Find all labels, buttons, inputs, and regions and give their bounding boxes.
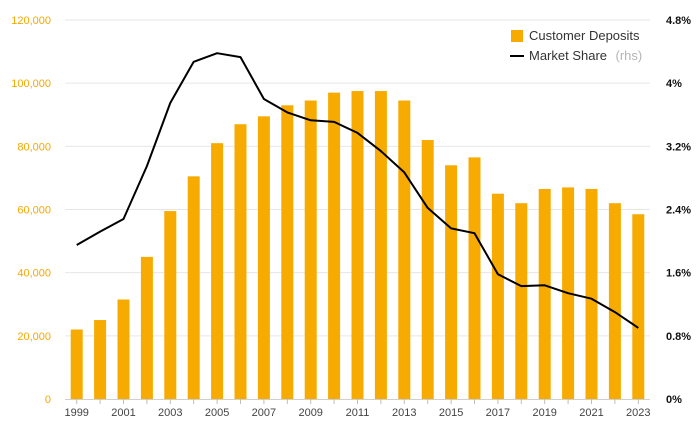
legend-label-deposits: Customer Deposits (529, 28, 640, 43)
bar-2011 (351, 91, 364, 399)
y-left-tick-label: 40,000 (17, 268, 51, 280)
bar-2003 (164, 211, 177, 399)
x-tick-label: 2015 (439, 407, 463, 419)
x-tick-label: 1999 (64, 407, 88, 419)
bar-2007 (257, 116, 270, 400)
bar-2023 (632, 214, 645, 399)
x-tick-label: 2023 (626, 407, 650, 419)
y-left-tick-label: 80,000 (17, 141, 51, 153)
x-tick-label: 2017 (486, 407, 510, 419)
x-tick-label: 2013 (392, 407, 416, 419)
y-left-tick-label: 0 (45, 394, 51, 406)
y-left-tick-label: 120,000 (11, 15, 51, 27)
legend-label-market-share-suffix: (rhs) (616, 48, 643, 63)
market-share-line-group (76, 52, 639, 329)
bar-2012 (374, 91, 387, 399)
x-tick-label: 2003 (158, 407, 182, 419)
bar-2021 (585, 188, 598, 399)
legend: Customer Deposits Market Share (rhs) (510, 28, 642, 64)
y-right-tick-label: 1.6% (666, 268, 691, 280)
y-right-tick-label: 0% (666, 394, 682, 406)
bar-2005 (211, 143, 224, 399)
y-right-tick-label: 2.4% (666, 205, 691, 217)
bar-2015 (445, 165, 458, 399)
legend-swatch-deposits (511, 30, 523, 42)
y-right-tick-label: 3.2% (666, 141, 691, 153)
bar-2018 (515, 203, 528, 399)
deposit-bars (70, 91, 645, 400)
legend-label-market-share: Market Share (rhs) (529, 47, 642, 64)
bar-2000 (94, 320, 107, 399)
legend-label-market-share-name: Market Share (529, 48, 607, 63)
bar-2001 (117, 299, 130, 399)
x-tick-label: 2009 (298, 407, 322, 419)
x-tick-label: 2011 (346, 407, 370, 419)
bar-2016 (468, 157, 481, 399)
y-left-tick-label: 100,000 (11, 78, 51, 90)
bar-2019 (538, 188, 551, 399)
bar-2022 (608, 203, 621, 399)
x-tick-label: 2007 (252, 407, 276, 419)
bar-2004 (187, 176, 200, 399)
bar-1999 (70, 329, 83, 399)
bar-2017 (491, 193, 504, 399)
bar-2014 (421, 140, 434, 399)
axes: 0 0% 20,000 0.8% 40,000 1.6% 60,000 2.4% 80,000 3… (11, 15, 691, 419)
x-tick-label: 2005 (205, 407, 229, 419)
x-tick-label: 2021 (579, 407, 603, 419)
bar-2002 (140, 256, 153, 399)
y-right-tick-label: 4% (666, 78, 682, 90)
y-right-tick-label: 0.8% (666, 331, 691, 343)
bar-2010 (328, 92, 341, 400)
x-tick-label: 2019 (532, 407, 556, 419)
y-left-tick-label: 20,000 (17, 331, 51, 343)
y-left-tick-label: 60,000 (17, 205, 51, 217)
bar-2006 (234, 124, 247, 399)
x-tick-label: 2001 (111, 407, 135, 419)
bar-2013 (398, 100, 411, 399)
bar-2009 (304, 100, 317, 399)
bar-2008 (281, 105, 294, 400)
y-right-tick-label: 4.8% (666, 15, 691, 27)
